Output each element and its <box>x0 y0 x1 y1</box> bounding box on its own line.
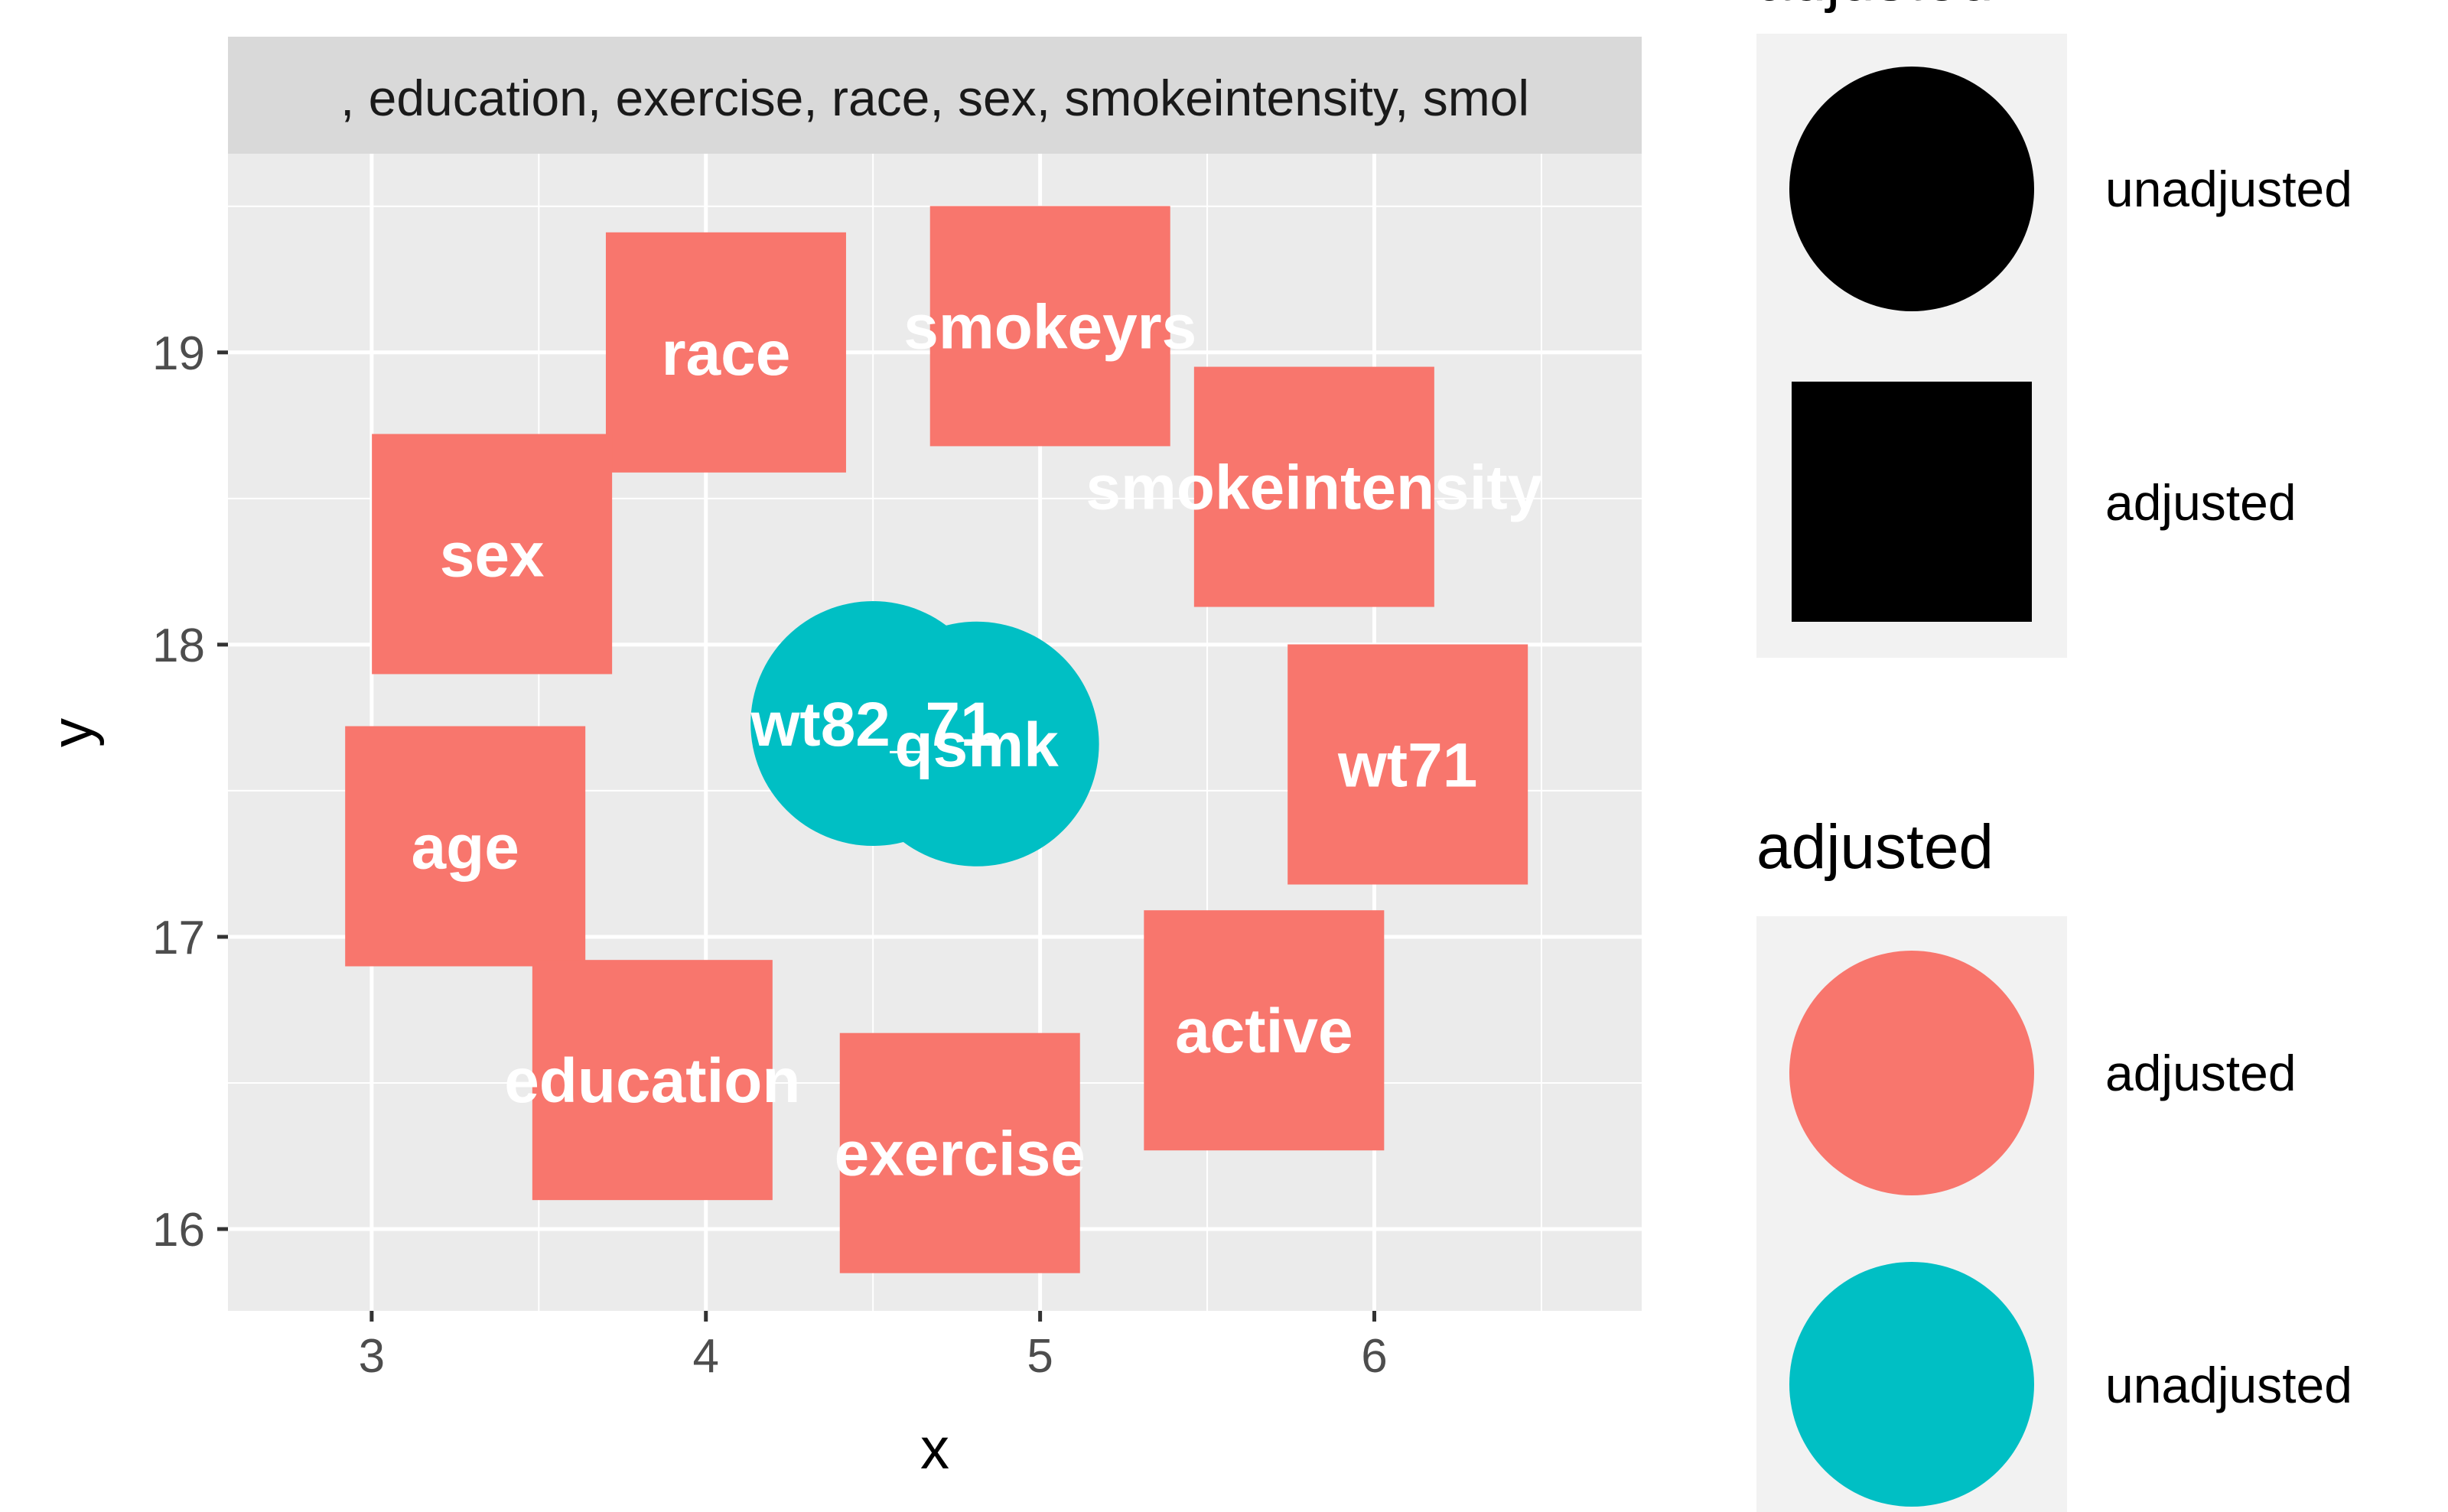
node-qsmk-label: qsmk <box>895 710 1060 780</box>
node-smokeyrs-label: smokeyrs <box>903 292 1196 362</box>
node-wt82-71-label: wt82_71 <box>750 690 995 759</box>
node-sex-square <box>372 434 613 675</box>
facet-strip-background <box>228 37 1642 154</box>
legend-color-title: adjusted <box>1756 812 1994 882</box>
legend-shape-key-circle <box>1789 67 2034 311</box>
node-qsmk-circle <box>854 621 1099 867</box>
node-active-square <box>1144 910 1385 1151</box>
legend-color-key-unadjusted <box>1789 1262 2034 1507</box>
facet-strip-label: , education, exercise, race, sex, smokei… <box>340 70 1529 126</box>
facet-strip: , education, exercise, race, sex, smokei… <box>228 37 1642 154</box>
legend-color-label-unadjusted: unadjusted <box>2105 1357 2352 1413</box>
node-smokeyrs-square <box>929 206 1170 447</box>
legend-color: adjusted adjusted unadjusted <box>1756 812 2352 1512</box>
node-exercise-square <box>839 1032 1080 1273</box>
x-axis-tick-label: 3 <box>359 1330 385 1383</box>
y-axis-title: y <box>40 718 105 747</box>
x-axis-tick-label: 4 <box>692 1330 718 1383</box>
node-smokeintensity-square <box>1193 366 1434 607</box>
y-axis-tick-label: 19 <box>152 327 205 380</box>
legend-color-label-adjusted: adjusted <box>2105 1045 2297 1101</box>
x-axis-tick-label: 6 <box>1361 1330 1387 1383</box>
x-axis: 3 4 5 6 <box>359 1311 1388 1383</box>
y-axis-tick-label: 18 <box>152 619 205 672</box>
nodes-layer: race smokeyrs sex smokeintensity wt82_71qsmk… <box>345 206 1543 1273</box>
node-smokeintensity-label: smokeintensity <box>1086 454 1542 523</box>
x-axis-tick-label: 5 <box>1027 1330 1053 1383</box>
node-active-label: active <box>1175 997 1353 1066</box>
legend-shape-label-adjusted: adjusted <box>2105 474 2297 531</box>
node-age-label: age <box>412 813 519 883</box>
legend-shape: adjusted unadjusted adjusted <box>1756 0 2352 658</box>
x-axis-title: x <box>920 1416 949 1481</box>
y-axis-tick-label: 17 <box>152 912 205 964</box>
y-axis-tick-label: 16 <box>152 1204 205 1257</box>
node-race-label: race <box>662 319 791 389</box>
node-age-square <box>345 726 586 967</box>
legend-shape-label-unadjusted: unadjusted <box>2105 161 2352 217</box>
y-axis: 16 17 18 19 <box>152 327 228 1257</box>
node-exercise-label: exercise <box>835 1120 1086 1189</box>
legend-shape-title: adjusted <box>1756 0 1994 14</box>
node-sex-label: sex <box>440 520 545 590</box>
node-wt71-label: wt71 <box>1337 731 1477 801</box>
node-wt71-square <box>1287 644 1528 885</box>
legend-shape-key-square <box>1792 382 2032 622</box>
node-race-square <box>605 232 846 473</box>
node-education-label: education <box>504 1046 800 1116</box>
node-education-square <box>532 960 773 1201</box>
legend-color-key-adjusted <box>1789 951 2034 1195</box>
